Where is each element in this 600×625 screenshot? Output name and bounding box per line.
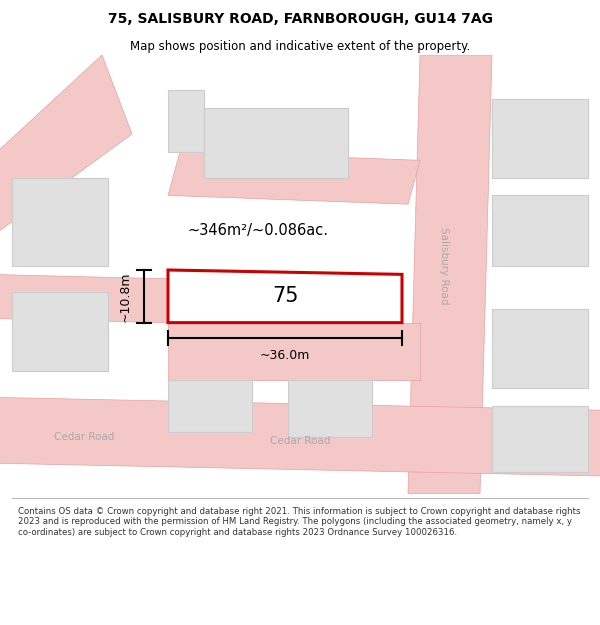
- Polygon shape: [168, 322, 420, 379]
- Polygon shape: [0, 55, 132, 239]
- Text: ~36.0m: ~36.0m: [260, 349, 310, 362]
- Polygon shape: [168, 151, 420, 204]
- Text: ~346m²/~0.086ac.: ~346m²/~0.086ac.: [187, 223, 329, 238]
- Polygon shape: [408, 55, 492, 494]
- Polygon shape: [168, 270, 402, 322]
- Polygon shape: [0, 398, 600, 476]
- Polygon shape: [492, 196, 588, 266]
- Polygon shape: [168, 379, 252, 432]
- Text: 75, SALISBURY ROAD, FARNBOROUGH, GU14 7AG: 75, SALISBURY ROAD, FARNBOROUGH, GU14 7A…: [107, 12, 493, 26]
- Polygon shape: [12, 292, 108, 371]
- Polygon shape: [492, 99, 588, 178]
- Polygon shape: [0, 274, 168, 322]
- Polygon shape: [492, 309, 588, 389]
- Text: Salisbury Road: Salisbury Road: [439, 227, 449, 304]
- Text: Map shows position and indicative extent of the property.: Map shows position and indicative extent…: [130, 39, 470, 52]
- Text: Cedar Road: Cedar Road: [270, 436, 330, 446]
- Polygon shape: [168, 90, 204, 151]
- Polygon shape: [288, 379, 372, 437]
- Text: Cedar Road: Cedar Road: [54, 432, 114, 442]
- Polygon shape: [12, 178, 108, 266]
- Polygon shape: [492, 406, 588, 472]
- Text: ~10.8m: ~10.8m: [119, 271, 132, 321]
- Text: Contains OS data © Crown copyright and database right 2021. This information is : Contains OS data © Crown copyright and d…: [18, 507, 581, 537]
- Text: 75: 75: [272, 286, 298, 306]
- Polygon shape: [204, 107, 348, 178]
